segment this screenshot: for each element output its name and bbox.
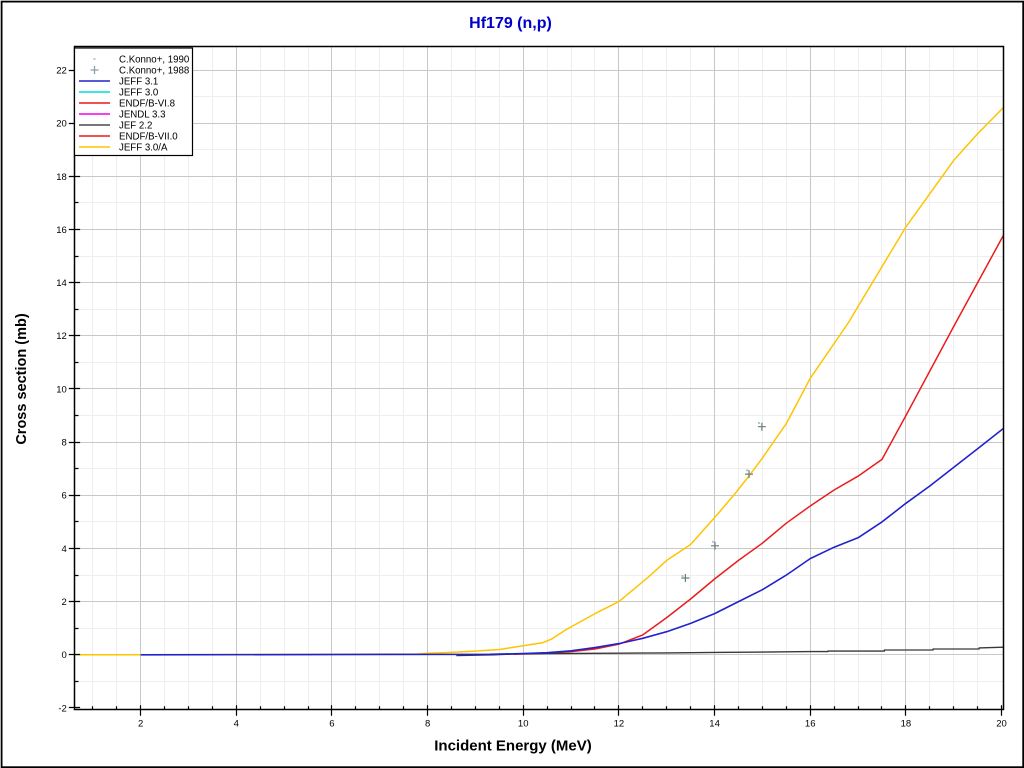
svg-text:20: 20	[996, 719, 1007, 730]
svg-text:10: 10	[518, 719, 529, 730]
svg-text:8: 8	[62, 438, 67, 449]
svg-text:JEFF 3.0: JEFF 3.0	[119, 87, 159, 98]
svg-text:22: 22	[56, 65, 67, 76]
svg-text:0: 0	[62, 650, 67, 661]
svg-text:4: 4	[62, 544, 67, 555]
svg-text:12: 12	[614, 719, 625, 730]
svg-text:16: 16	[805, 719, 816, 730]
svg-text:12: 12	[56, 331, 67, 342]
svg-text:18: 18	[56, 172, 67, 183]
svg-text:C.Konno+, 1988: C.Konno+, 1988	[119, 65, 189, 76]
svg-text:6: 6	[62, 491, 67, 502]
svg-text:18: 18	[901, 719, 912, 730]
svg-text:Hf179 (n,p): Hf179 (n,p)	[469, 15, 552, 32]
svg-text:JEF 2.2: JEF 2.2	[119, 120, 152, 131]
svg-text:2: 2	[138, 719, 143, 730]
svg-text:JENDL 3.3: JENDL 3.3	[119, 109, 165, 120]
svg-text:ENDF/B-VII.0: ENDF/B-VII.0	[119, 131, 178, 142]
svg-text:JEFF 3.0/A: JEFF 3.0/A	[119, 142, 168, 153]
svg-text:-2: -2	[58, 703, 66, 714]
svg-text:8: 8	[425, 719, 430, 730]
svg-text:JEFF 3.1: JEFF 3.1	[119, 76, 158, 87]
svg-text:ENDF/B-VI.8: ENDF/B-VI.8	[119, 98, 175, 109]
svg-text:4: 4	[234, 719, 239, 730]
svg-text:C.Konno+, 1990: C.Konno+, 1990	[119, 54, 190, 65]
svg-text:6: 6	[329, 719, 334, 730]
svg-text:14: 14	[709, 719, 720, 730]
svg-text:20: 20	[56, 119, 67, 130]
svg-text:Incident Energy (MeV): Incident Energy (MeV)	[434, 738, 592, 755]
svg-text:2: 2	[62, 597, 67, 608]
svg-text:14: 14	[56, 278, 67, 289]
svg-text:16: 16	[56, 225, 67, 236]
svg-text:10: 10	[56, 384, 67, 395]
svg-text:Cross section (mb): Cross section (mb)	[14, 313, 30, 444]
